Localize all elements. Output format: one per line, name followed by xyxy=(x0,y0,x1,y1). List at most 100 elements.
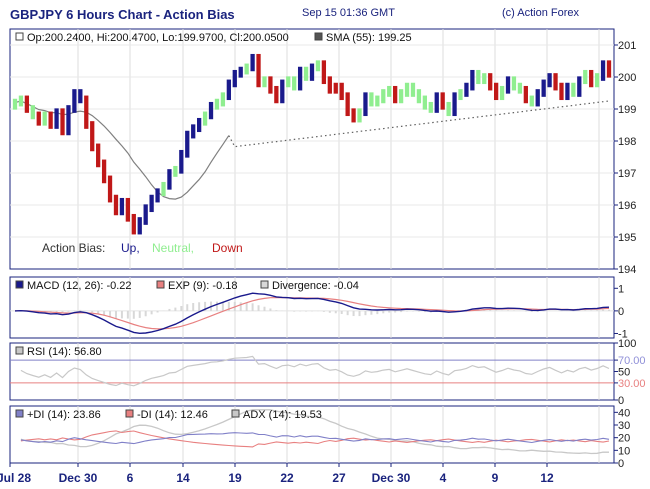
x-tick-label: 22 xyxy=(280,471,294,485)
price-y-tick-label: 197 xyxy=(618,168,636,180)
price-bar xyxy=(499,85,505,101)
x-tick-label: 4 xyxy=(440,471,447,485)
price-bar xyxy=(274,85,279,104)
divergence-legend-box xyxy=(260,280,269,289)
exp-label: EXP (9): -0.18 xyxy=(168,280,238,292)
bias-up-label: Up, xyxy=(121,241,140,255)
price-bar xyxy=(191,124,196,139)
price-bar xyxy=(482,73,487,85)
rsi-y-tick-label: 100 xyxy=(618,338,636,350)
divergence-label: Divergence: -0.04 xyxy=(272,280,359,292)
adx-panel xyxy=(9,405,615,464)
price-bar xyxy=(226,79,231,101)
price-bar xyxy=(559,82,564,101)
price-bar xyxy=(589,69,594,88)
adx-label: ADX (14): 19.53 xyxy=(243,409,322,421)
plus-di-legend-box xyxy=(15,409,24,418)
price-bar xyxy=(131,213,136,235)
price-bar xyxy=(101,159,107,184)
price-bar xyxy=(446,101,451,117)
price-bar xyxy=(244,63,249,75)
price-bar xyxy=(434,92,439,113)
price-bar xyxy=(18,95,24,107)
price-bar xyxy=(571,82,576,97)
price-y-tick-label: 199 xyxy=(618,104,636,116)
price-y-tick-label: 198 xyxy=(618,136,636,148)
price-bar xyxy=(517,82,523,94)
adx-y-tick-label: 40 xyxy=(618,407,630,419)
price-bar xyxy=(155,188,160,203)
price-bar xyxy=(357,108,362,123)
adx-legend-box xyxy=(231,409,240,418)
price-bar xyxy=(143,204,148,225)
price-bar xyxy=(387,85,392,97)
price-bar xyxy=(440,92,445,110)
x-tick-label: 14 xyxy=(176,471,190,485)
action-bias-label: Action Bias: xyxy=(42,241,105,255)
price-bar xyxy=(214,98,220,110)
price-bar xyxy=(42,111,47,126)
chart-credit: (c) Action Forex xyxy=(502,7,580,19)
price-bar xyxy=(321,60,327,85)
price-bar xyxy=(90,121,95,152)
price-bar xyxy=(547,73,552,88)
price-bar xyxy=(60,108,65,136)
price-bar xyxy=(297,66,303,91)
price-bar xyxy=(476,69,481,85)
price-bar xyxy=(167,169,172,190)
rsi-panel xyxy=(9,342,615,401)
price-bar xyxy=(393,85,398,104)
price-bar xyxy=(351,108,356,123)
rsi-y-tick-label: 0 xyxy=(618,395,624,407)
sma-projection-line xyxy=(228,100,610,148)
exp-legend-box xyxy=(156,280,165,289)
price-bar xyxy=(84,95,89,129)
price-bar xyxy=(303,66,309,81)
bias-down-label: Down xyxy=(212,241,243,255)
price-bar xyxy=(363,92,368,117)
price-bar xyxy=(309,63,315,81)
price-bar xyxy=(137,217,142,235)
price-bar xyxy=(286,76,291,88)
sma-legend-box xyxy=(314,32,323,41)
price-bar xyxy=(422,95,427,110)
price-bar xyxy=(565,82,570,101)
price-bar xyxy=(375,95,380,107)
price-bar xyxy=(119,197,125,216)
price-bar xyxy=(577,76,582,97)
x-tick-label: 9 xyxy=(492,471,499,485)
macd-line xyxy=(14,292,610,335)
price-bar xyxy=(381,89,386,104)
macd-panel xyxy=(9,276,615,339)
price-bar xyxy=(292,76,297,91)
price-bar xyxy=(30,105,35,120)
price-y-tick-label: 200 xyxy=(618,72,636,84)
macd-y-tick-label: 0 xyxy=(618,306,624,318)
x-tick-label: Jul 28 xyxy=(0,471,31,485)
price-y-tick-label: 195 xyxy=(618,232,636,244)
adx-line xyxy=(20,409,610,455)
minus-di-label: -DI (14): 12.46 xyxy=(137,409,208,421)
price-bar xyxy=(202,111,208,126)
price-bar xyxy=(280,79,285,104)
macd-y-tick-label: 1 xyxy=(618,283,624,295)
price-bar xyxy=(523,85,528,104)
price-bar xyxy=(315,60,321,72)
price-bar xyxy=(125,197,130,222)
price-bar xyxy=(24,95,30,113)
price-bar xyxy=(113,194,119,216)
minus-di-line xyxy=(20,430,610,448)
price-bar xyxy=(327,76,332,94)
price-bar xyxy=(149,194,154,213)
macd-legend-box xyxy=(15,280,24,289)
price-bar xyxy=(511,76,517,91)
price-bar xyxy=(470,69,475,91)
price-bar xyxy=(494,82,499,101)
price-bar xyxy=(54,108,59,129)
price-bar xyxy=(410,82,416,97)
x-tick-label: 12 xyxy=(540,471,554,485)
price-bar xyxy=(553,73,558,91)
price-bar xyxy=(250,53,255,72)
price-bar xyxy=(48,111,53,129)
